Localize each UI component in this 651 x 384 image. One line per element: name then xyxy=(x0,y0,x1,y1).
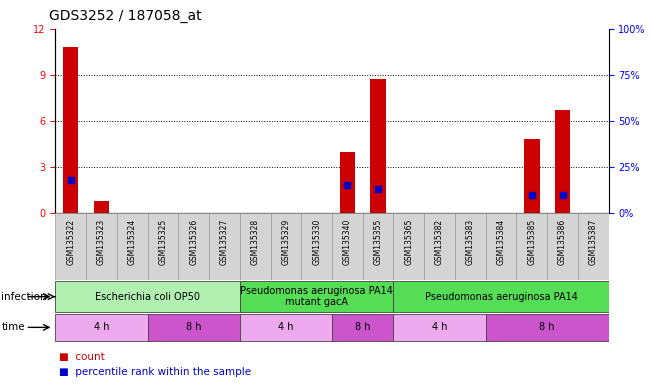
Text: GSM135324: GSM135324 xyxy=(128,218,137,265)
Text: GSM135326: GSM135326 xyxy=(189,218,198,265)
Text: ■  count: ■ count xyxy=(59,352,104,362)
Point xyxy=(557,192,568,198)
Bar xyxy=(240,314,332,341)
Bar xyxy=(516,213,547,280)
Text: GSM135325: GSM135325 xyxy=(158,218,167,265)
Point xyxy=(342,182,353,189)
Bar xyxy=(340,152,355,213)
Text: Escherichia coli OP50: Escherichia coli OP50 xyxy=(95,291,200,302)
Text: 8 h: 8 h xyxy=(540,322,555,333)
Text: GSM135322: GSM135322 xyxy=(66,218,76,265)
Bar xyxy=(94,201,109,213)
Text: 4 h: 4 h xyxy=(94,322,109,333)
Text: GSM135328: GSM135328 xyxy=(251,218,260,265)
Bar xyxy=(578,213,609,280)
Text: GDS3252 / 187058_at: GDS3252 / 187058_at xyxy=(49,9,201,23)
Text: GSM135382: GSM135382 xyxy=(435,218,444,265)
Text: 4 h: 4 h xyxy=(432,322,447,333)
Text: GSM135387: GSM135387 xyxy=(589,218,598,265)
Text: GSM135327: GSM135327 xyxy=(220,218,229,265)
Bar xyxy=(271,213,301,280)
Bar xyxy=(486,213,516,280)
Text: time: time xyxy=(1,322,25,333)
Text: GSM135330: GSM135330 xyxy=(312,218,321,265)
Bar xyxy=(240,281,393,312)
Bar xyxy=(148,314,240,341)
Bar xyxy=(524,139,540,213)
Bar xyxy=(332,314,393,341)
Bar xyxy=(455,213,486,280)
Point xyxy=(373,186,383,192)
Text: infection: infection xyxy=(1,291,47,302)
Bar xyxy=(55,281,240,312)
Point xyxy=(527,192,537,198)
Text: GSM135384: GSM135384 xyxy=(497,218,506,265)
Point xyxy=(66,177,76,183)
Bar xyxy=(363,213,393,280)
Text: 8 h: 8 h xyxy=(355,322,370,333)
Bar xyxy=(148,213,178,280)
Bar xyxy=(117,213,148,280)
Text: GSM135355: GSM135355 xyxy=(374,218,383,265)
Text: Pseudomonas aeruginosa PA14
mutant gacA: Pseudomonas aeruginosa PA14 mutant gacA xyxy=(240,286,393,308)
Bar xyxy=(393,314,486,341)
Text: GSM135383: GSM135383 xyxy=(466,218,475,265)
Text: ■  percentile rank within the sample: ■ percentile rank within the sample xyxy=(59,367,251,377)
Text: GSM135323: GSM135323 xyxy=(97,218,106,265)
Text: GSM135340: GSM135340 xyxy=(343,218,352,265)
Text: Pseudomonas aeruginosa PA14: Pseudomonas aeruginosa PA14 xyxy=(424,291,577,302)
Bar xyxy=(332,213,363,280)
Bar xyxy=(301,213,332,280)
Bar xyxy=(55,314,148,341)
Bar xyxy=(393,281,609,312)
Text: 8 h: 8 h xyxy=(186,322,201,333)
Bar xyxy=(178,213,209,280)
Bar xyxy=(547,213,578,280)
Bar xyxy=(63,47,78,213)
Bar xyxy=(86,213,117,280)
Text: 4 h: 4 h xyxy=(278,322,294,333)
Bar xyxy=(370,79,386,213)
Bar xyxy=(424,213,455,280)
Bar xyxy=(209,213,240,280)
Bar xyxy=(555,110,570,213)
Text: GSM135385: GSM135385 xyxy=(527,218,536,265)
Text: GSM135365: GSM135365 xyxy=(404,218,413,265)
Bar xyxy=(393,213,424,280)
Bar xyxy=(55,213,86,280)
Bar xyxy=(486,314,609,341)
Bar xyxy=(240,213,271,280)
Text: GSM135329: GSM135329 xyxy=(281,218,290,265)
Text: GSM135386: GSM135386 xyxy=(558,218,567,265)
